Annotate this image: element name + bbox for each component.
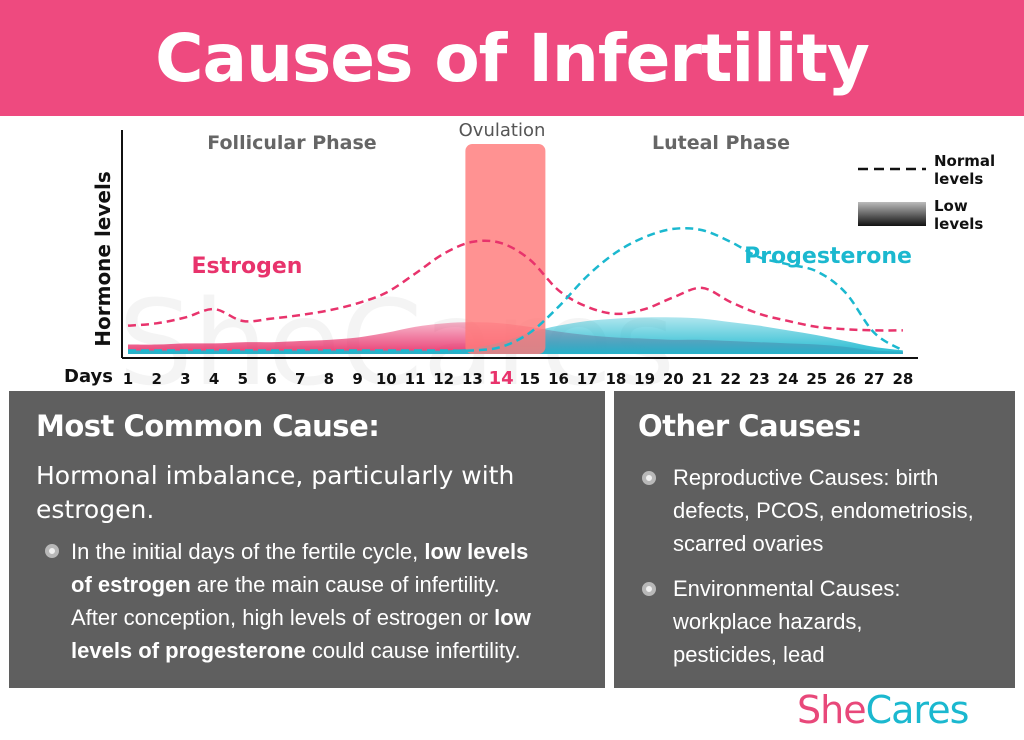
bold-text-run: of estrogen [71,572,191,597]
x-tick-label: 26 [835,370,856,388]
x-tick-label: 20 [663,370,684,388]
logo-cares: Cares [865,688,970,732]
bullet-line: of estrogen are the main cause of infert… [71,568,596,601]
x-tick-label: 11 [405,370,426,388]
text-run: are the main cause of infertility. [190,572,500,597]
bullet-line: scarred ovaries [673,531,824,556]
x-tick-label: 4 [209,370,219,388]
environmental-causes-item: Environmental Causes: workplace hazards,… [673,572,1008,671]
x-tick-label: 10 [376,370,397,388]
y-axis-label: Hormone levels [91,171,115,346]
bullet-line: Reproductive Causes: birth [673,465,939,490]
bullet-line: pesticides, lead [673,642,825,667]
progesterone-normal-line [128,226,904,352]
progesterone-series-label: Progesterone [744,244,912,269]
bullet-icon [642,471,656,485]
bullet-line: After conception, high levels of estroge… [71,601,596,634]
phase-label: Luteal Phase [652,132,790,154]
hormone-cycle-chart: SheCaresHormone levelsDays12345678910111… [64,120,995,391]
most-common-cause-heading: Most Common Cause: [36,409,380,443]
title-banner: Causes of Infertility [0,0,1024,116]
x-tick-label: 16 [548,370,569,388]
bold-text-run: low levels [424,539,529,564]
text-run: In the initial days of the fertile cycle… [71,539,425,564]
x-tick-label: 3 [180,370,190,388]
progesterone-low-area [128,317,903,354]
most-common-cause-panel: Most Common Cause: Hormonal imbalance, p… [9,391,605,688]
x-tick-label: 7 [295,370,305,388]
bullet-icon [45,544,59,558]
x-tick-label: 27 [864,370,885,388]
x-tick-label: 22 [720,370,741,388]
most-common-cause-summary: Hormonal imbalance, particularly with es… [36,461,515,524]
x-tick-label: 19 [634,370,655,388]
page-title: Causes of Infertility [155,19,870,97]
legend-normal-label: Normal [934,152,995,170]
x-tick-label: 12 [433,370,454,388]
most-common-cause-detail: In the initial days of the fertile cycle… [71,535,596,667]
logo-she: She [797,688,867,732]
ovulation-band [465,144,546,354]
phase-label: Ovulation [459,120,546,141]
x-tick-label: 8 [324,370,334,388]
bullet-line: Environmental Causes: [673,576,901,601]
x-tick-label: 21 [692,370,713,388]
x-tick-label: 1 [123,370,133,388]
x-tick-label: 23 [749,370,770,388]
legend-low-swatch [858,202,926,226]
x-tick-label: 2 [151,370,161,388]
reproductive-causes-item: Reproductive Causes: birth defects, PCOS… [673,461,1008,560]
estrogen-series-label: Estrogen [192,254,303,279]
bullet-line: In the initial days of the fertile cycle… [71,535,596,568]
other-causes-panel: Other Causes: Reproductive Causes: birth… [614,391,1015,688]
text-run: After conception, high levels of estroge… [71,605,495,630]
legend-low-label: Low [934,197,968,215]
x-tick-label: 14 [489,368,514,389]
x-tick-label: 28 [892,370,913,388]
x-tick-label: 13 [462,370,483,388]
x-axis-label: Days [64,366,113,387]
x-tick-label: 17 [577,370,598,388]
legend-normal-label: levels [934,170,983,188]
estrogen-normal-line [127,239,903,332]
x-tick-label: 6 [266,370,276,388]
bullet-line: workplace hazards, [673,609,863,634]
bold-text-run: levels of progesterone [71,638,306,663]
x-tick-label: 15 [519,370,540,388]
phase-label: Follicular Phase [207,132,376,154]
legend-low-label: levels [934,215,983,233]
x-tick-label: 18 [605,370,626,388]
bullet-line: defects, PCOS, endometriosis, [673,498,974,523]
x-tick-label: 5 [238,370,248,388]
shecares-logo[interactable]: SheCares [797,688,970,732]
x-tick-label: 25 [806,370,827,388]
bold-text-run: low [494,605,531,630]
x-tick-label: 24 [778,370,799,388]
x-tick-label: 9 [352,370,362,388]
bullet-line: levels of progesterone could cause infer… [71,634,596,667]
bullet-icon [642,582,656,596]
text-run: could cause infertility. [305,638,521,663]
other-causes-heading: Other Causes: [638,409,863,443]
